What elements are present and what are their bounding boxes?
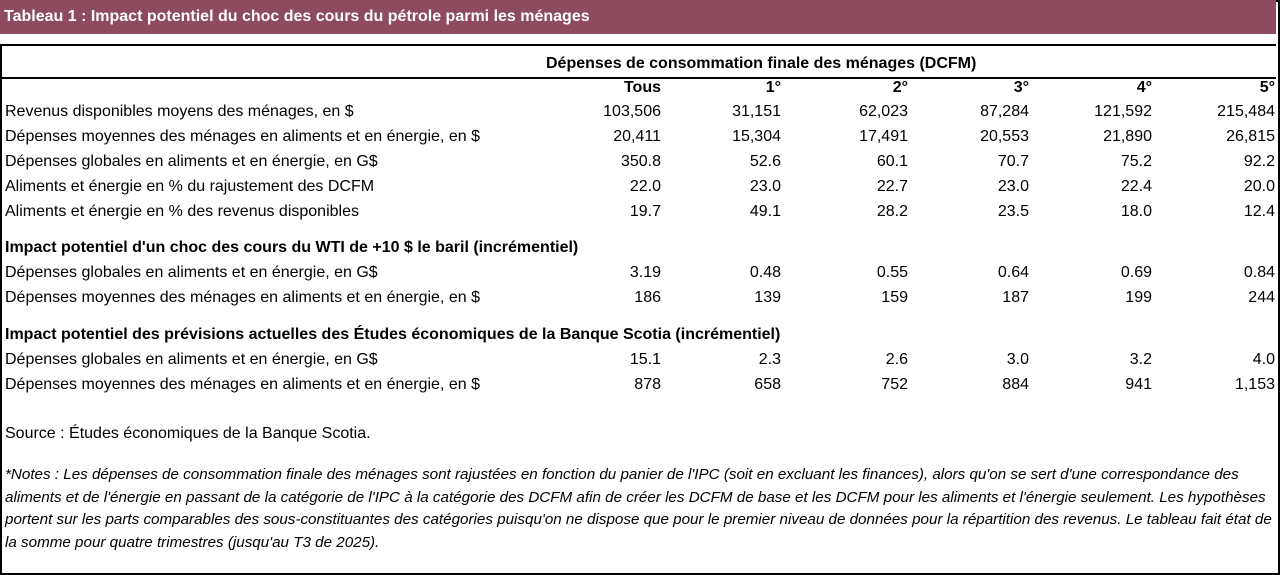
column-header: 1° xyxy=(765,79,781,96)
row-label: Dépenses moyennes des ménages en aliment… xyxy=(5,376,480,393)
table-cell: 12.4 xyxy=(1243,203,1275,220)
table-cell: 15.1 xyxy=(629,351,661,368)
column-header: 3° xyxy=(1013,79,1029,96)
table-cell: 121,592 xyxy=(1094,103,1152,120)
section-heading: Impact potentiel des prévisions actuelle… xyxy=(5,326,781,343)
table-cell: 70.7 xyxy=(997,153,1029,170)
row-label: Dépenses moyennes des ménages en aliment… xyxy=(5,128,480,145)
table-cell: 22.7 xyxy=(876,178,908,195)
table-cell: 18.0 xyxy=(1120,203,1152,220)
table-cell: 4.0 xyxy=(1252,351,1275,368)
table-cell: 3.19 xyxy=(629,264,661,281)
table-cell: 23.0 xyxy=(749,178,781,195)
table-cell: 0.48 xyxy=(749,264,781,281)
table-cell: 0.69 xyxy=(1120,264,1152,281)
table-cell: 20,411 xyxy=(613,128,661,145)
table-cell: 26,815 xyxy=(1226,128,1275,145)
table-cell: 28.2 xyxy=(876,203,908,220)
table-cell: 2.3 xyxy=(758,351,781,368)
header-divider xyxy=(0,77,1276,79)
row-label: Dépenses globales en aliments et en éner… xyxy=(5,264,378,281)
table-cell: 75.2 xyxy=(1120,153,1152,170)
table-cell: 215,484 xyxy=(1217,103,1275,120)
column-header: 2° xyxy=(892,79,908,96)
table-cell: 22.4 xyxy=(1120,178,1152,195)
table-title: Tableau 1 : Impact potentiel du choc des… xyxy=(0,0,1276,34)
row-label: Dépenses globales en aliments et en éner… xyxy=(5,351,378,368)
row-label: Aliments et énergie en % du rajustement … xyxy=(5,178,375,195)
table-cell: 0.84 xyxy=(1243,264,1275,281)
table-cell: 23.5 xyxy=(997,203,1029,220)
table-cell: 878 xyxy=(634,376,661,393)
table-cell: 3.2 xyxy=(1129,351,1152,368)
table-cell: 658 xyxy=(754,376,781,393)
column-header: 4° xyxy=(1136,79,1152,96)
row-label: Dépenses moyennes des ménages en aliment… xyxy=(5,289,480,306)
table-cell: 1,153 xyxy=(1234,376,1275,393)
column-header: Tous xyxy=(623,79,661,96)
table-cell: 19.7 xyxy=(629,203,661,220)
table-cell: 0.64 xyxy=(997,264,1029,281)
table-cell: 17,491 xyxy=(859,128,908,145)
source-note: Source : Études économiques de la Banque… xyxy=(5,425,371,442)
group-header: Dépenses de consommation finale des ména… xyxy=(546,55,977,72)
table-cell: 62,023 xyxy=(859,103,908,120)
table-cell: 941 xyxy=(1125,376,1152,393)
table-cell: 752 xyxy=(881,376,908,393)
table-cell: 15,304 xyxy=(732,128,781,145)
row-label: Dépenses globales en aliments et en éner… xyxy=(5,153,378,170)
table-cell: 159 xyxy=(881,289,908,306)
table-cell: 139 xyxy=(754,289,781,306)
table-cell: 2.6 xyxy=(885,351,908,368)
table-cell: 186 xyxy=(634,289,661,306)
footnotes: *Notes : Les dépenses de consommation fi… xyxy=(5,466,1272,551)
row-label: Revenus disponibles moyens des ménages, … xyxy=(5,103,354,120)
column-header: 5° xyxy=(1259,79,1275,96)
table-cell: 20.0 xyxy=(1243,178,1275,195)
title-divider xyxy=(0,34,1276,46)
table-cell: 103,506 xyxy=(603,103,661,120)
table-cell: 244 xyxy=(1248,289,1275,306)
table-cell: 49.1 xyxy=(749,203,781,220)
table-cell: 199 xyxy=(1125,289,1152,306)
table-cell: 23.0 xyxy=(997,178,1029,195)
table-cell: 350.8 xyxy=(620,153,661,170)
table-cell: 31,151 xyxy=(732,103,781,120)
table-cell: 0.55 xyxy=(876,264,908,281)
row-label: Aliments et énergie en % des revenus dis… xyxy=(5,203,359,220)
section-heading: Impact potentiel d'un choc des cours du … xyxy=(5,239,579,256)
table-cell: 187 xyxy=(1002,289,1029,306)
table-cell: 92.2 xyxy=(1243,153,1275,170)
table-cell: 60.1 xyxy=(876,153,908,170)
table-cell: 884 xyxy=(1002,376,1029,393)
table-cell: 3.0 xyxy=(1006,351,1029,368)
table-cell: 22.0 xyxy=(629,178,661,195)
table-cell: 87,284 xyxy=(980,103,1029,120)
table-cell: 52.6 xyxy=(749,153,781,170)
table-cell: 21,890 xyxy=(1103,128,1152,145)
table-cell: 20,553 xyxy=(980,128,1029,145)
